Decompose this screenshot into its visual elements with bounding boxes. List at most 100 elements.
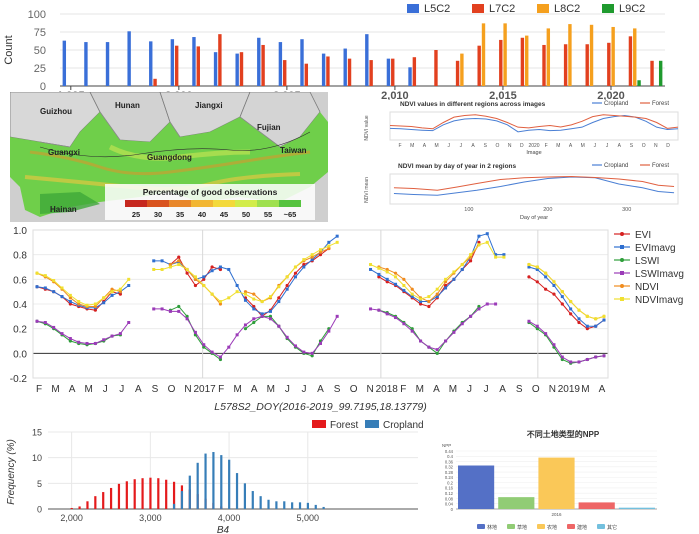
vi-point xyxy=(585,324,589,328)
vi-point xyxy=(468,259,473,263)
vi-point xyxy=(243,327,248,331)
vi-point xyxy=(110,334,114,338)
vi-point xyxy=(485,232,489,236)
npp-bar xyxy=(578,502,615,509)
vi-point xyxy=(594,355,598,359)
ndvi1-series-line xyxy=(389,114,679,130)
landsat-counts-chart: 02550751001,9952,0002,0052,0102,0152,020… xyxy=(0,0,699,100)
ndvi2-xtick-label: 200 xyxy=(543,207,552,213)
vi-point xyxy=(335,234,339,238)
npp-ytick-label: 0.4 xyxy=(447,454,453,459)
hist-bar xyxy=(109,487,113,509)
vi-point xyxy=(535,265,539,269)
vi-point xyxy=(569,300,573,304)
vi-point xyxy=(210,350,214,354)
vi-point xyxy=(127,277,131,281)
hist-bar xyxy=(235,473,239,509)
map-legend-swatch xyxy=(125,200,147,207)
ndvi-doy-svg: NDVI mean by day of year in 2 regions NDV… xyxy=(364,163,679,221)
obs-band-3 xyxy=(108,144,251,161)
counts-bar xyxy=(127,31,131,87)
vi-xtick-label: J xyxy=(119,384,124,395)
vi-point xyxy=(52,325,56,329)
npp-ytick-label: 0.12 xyxy=(445,491,454,496)
vi-legend-marker xyxy=(620,284,624,288)
counts-bar xyxy=(434,50,438,86)
vi-series-line xyxy=(528,266,605,327)
vi-point xyxy=(243,292,247,296)
ndvi1-xtick-label: S xyxy=(630,143,634,149)
vi-point xyxy=(544,332,548,336)
vi-point xyxy=(277,296,281,300)
vi-point xyxy=(535,267,539,271)
vi-point xyxy=(235,333,239,337)
counts-ytick-label: 50 xyxy=(34,45,46,57)
vi-point xyxy=(535,324,539,328)
vi-point xyxy=(185,267,189,271)
vi-legend-marker xyxy=(620,258,624,262)
vi-point xyxy=(602,314,606,318)
vi-point xyxy=(544,271,548,275)
vi-point xyxy=(243,298,247,302)
vi-point xyxy=(218,357,223,362)
vi-point xyxy=(410,329,414,333)
counts-legend-label: L9C2 xyxy=(619,3,645,15)
vi-point xyxy=(293,275,297,279)
counts-bar xyxy=(408,67,412,86)
npp-ylabel: NPP xyxy=(442,443,451,448)
ndvi1-xtick-label: N xyxy=(654,143,658,149)
ndvi1-xtick-label: J xyxy=(460,143,463,149)
vi-point xyxy=(252,307,256,311)
npp-bar xyxy=(538,457,575,509)
landsat-counts-svg: 02550751001,9952,0002,0052,0102,0152,020… xyxy=(3,3,665,100)
vi-point xyxy=(118,332,122,336)
vi-point xyxy=(444,339,448,343)
hist-xtick-label: 5,000 xyxy=(297,513,320,523)
ndvi1-xtick-label: D xyxy=(520,143,524,149)
vi-point xyxy=(594,317,598,321)
vi-point xyxy=(177,255,181,259)
map-legend-title: Percentage of good observations xyxy=(143,187,278,197)
vi-point xyxy=(502,253,506,257)
vi-point xyxy=(160,259,164,263)
vi-point xyxy=(410,327,414,331)
ndvi1-legend-label: Forest xyxy=(652,101,669,107)
vi-ytick-label: 0.2 xyxy=(13,325,27,336)
province-borders xyxy=(39,111,281,148)
vi-point xyxy=(602,354,606,358)
vi-series-line xyxy=(528,320,605,363)
vi-point xyxy=(243,290,248,294)
vi-point xyxy=(585,314,589,318)
vi-point xyxy=(168,262,173,267)
vi-point xyxy=(185,314,189,318)
vi-point xyxy=(419,339,423,343)
counts-bar xyxy=(589,24,594,86)
vi-legend-label: NDVImavg xyxy=(635,295,683,306)
npp-svg: 不同土地类型的NPP NPP 00.040.080.120.160.20.240.2… xyxy=(442,429,657,531)
vi-point xyxy=(377,266,381,270)
vi-point xyxy=(160,307,164,311)
vi-point xyxy=(477,234,481,238)
ndvi1-xtick-label: J xyxy=(594,143,597,149)
vi-timeseries-chart: -0.2 0.0 0.2 0.4 0.6 0.8 1.0 F M A M J J A S O N 2017 F M A M… xyxy=(0,222,699,417)
vi-point xyxy=(594,324,598,328)
ndvi1-xtick-label: M xyxy=(556,143,560,149)
vi-point xyxy=(560,302,564,306)
npp-legend-swatch xyxy=(597,524,605,529)
vi-point xyxy=(585,358,589,361)
hist-bar xyxy=(306,502,309,509)
hist-bar xyxy=(220,455,223,509)
map-legend-bin-label: 50 xyxy=(242,210,250,219)
b4-histogram-chart: 0 5 10 15 2,000 3,000 4,000 5,000 B4 Frequency (%… xyxy=(0,418,425,534)
vi-point xyxy=(310,255,314,259)
vi-point xyxy=(127,321,131,324)
ndvi2-series-line xyxy=(393,176,675,196)
hist-bar xyxy=(283,501,286,509)
counts-bar xyxy=(585,44,589,86)
obs-band-1 xyxy=(29,150,311,176)
vi-ytick-label: -0.2 xyxy=(10,374,28,385)
vi-legend-marker xyxy=(620,245,624,249)
vi-xtick-label: 2018 xyxy=(376,384,399,395)
ndvi1-plot-area xyxy=(389,111,679,141)
counts-xtick-label: 2,015 xyxy=(489,90,517,100)
